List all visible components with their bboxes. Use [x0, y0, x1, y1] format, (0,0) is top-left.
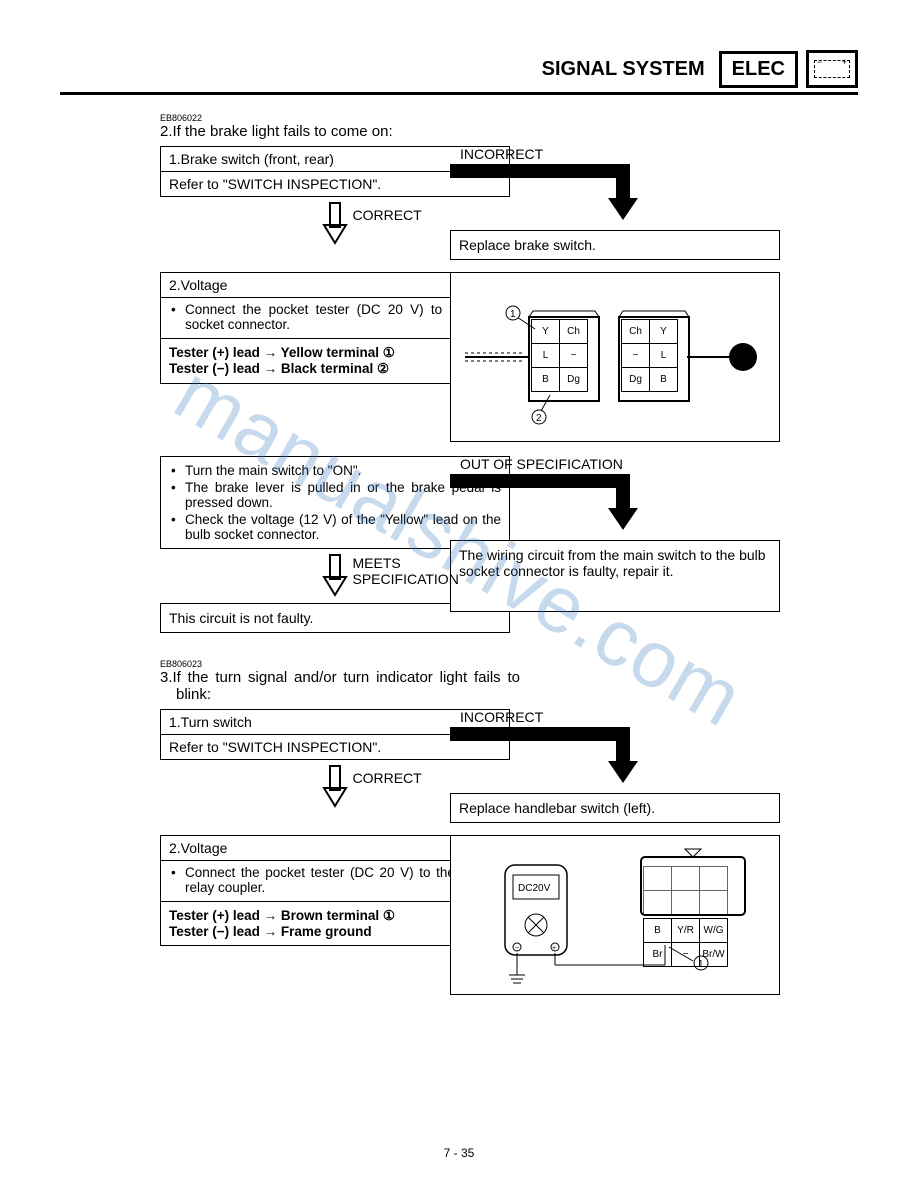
ref-code-3: EB806023 [160, 659, 858, 669]
correct-label: CORRECT [353, 207, 422, 223]
svg-text:2: 2 [536, 413, 542, 424]
connector-diagram: 1 2 YCh L− BDg ChY −L DgB [450, 272, 780, 442]
section2-title: 2.If the brake light fails to come on: [160, 123, 858, 140]
flow-arrow-icon [450, 727, 858, 787]
svg-text:−: − [515, 945, 519, 952]
connector-table-right: ChY −L DgB [621, 319, 678, 392]
tester-diagram: DC20V − + [450, 835, 780, 995]
correct-label-3: CORRECT [353, 770, 422, 786]
page-number: 7 - 35 [444, 1146, 475, 1160]
svg-text:+: + [552, 945, 556, 952]
ref-code-2: EB806022 [160, 113, 858, 123]
arrow-down-icon [320, 764, 350, 808]
section3-title: 3.If the turn signal and/or turn indicat… [160, 669, 520, 703]
incorrect-label-3: INCORRECT [460, 709, 858, 725]
arrow-down-icon [320, 553, 350, 597]
battery-icon [806, 50, 858, 88]
elec-tag: ELEC [719, 51, 798, 88]
flasher-table: BY/RW/G Br−Br/W [643, 918, 728, 967]
header-section: SIGNAL SYSTEM [542, 58, 705, 81]
page-header: SIGNAL SYSTEM ELEC [60, 50, 858, 88]
flow-arrow-icon [450, 474, 858, 534]
meets1: MEETS [353, 555, 401, 571]
arrow-down-icon [320, 201, 350, 245]
header-rule [60, 92, 858, 95]
meets2: SPECIFICATION [353, 571, 459, 587]
flow-arrow-icon [450, 164, 858, 224]
incorrect-label: INCORRECT [460, 146, 858, 162]
svg-text:DC20V: DC20V [518, 883, 551, 894]
connector-table-left: YCh L− BDg [531, 319, 588, 392]
svg-text:1: 1 [510, 309, 516, 320]
outspec-label: OUT OF SPECIFICATION [460, 456, 858, 472]
